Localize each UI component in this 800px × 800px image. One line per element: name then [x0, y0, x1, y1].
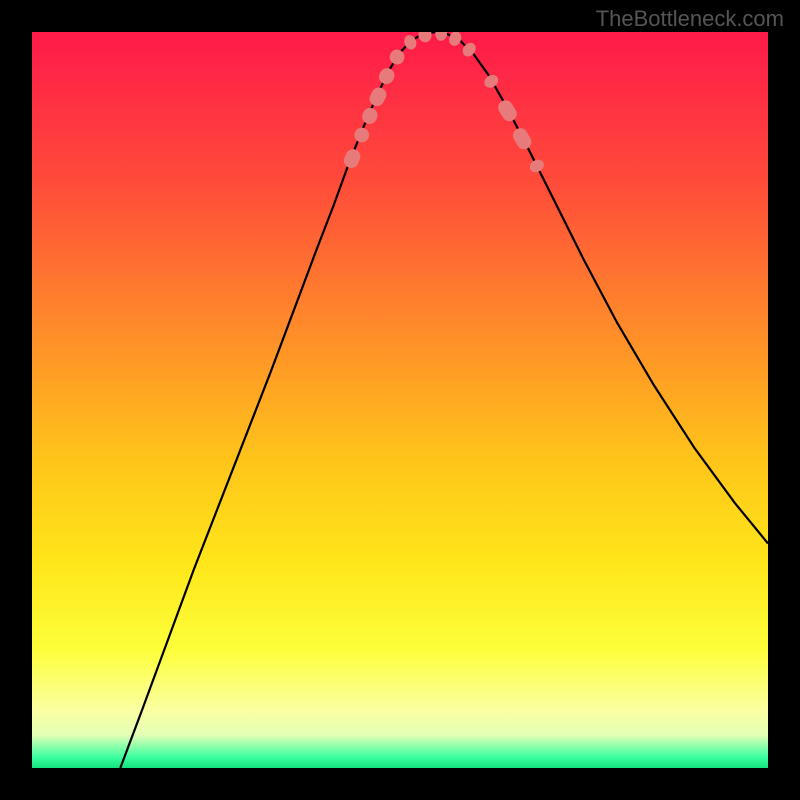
watermark-text: TheBottleneck.com — [596, 6, 784, 32]
plot-area — [32, 32, 768, 768]
gradient-background — [32, 32, 768, 768]
chart-svg — [32, 32, 768, 768]
chart-frame: TheBottleneck.com — [0, 0, 800, 800]
